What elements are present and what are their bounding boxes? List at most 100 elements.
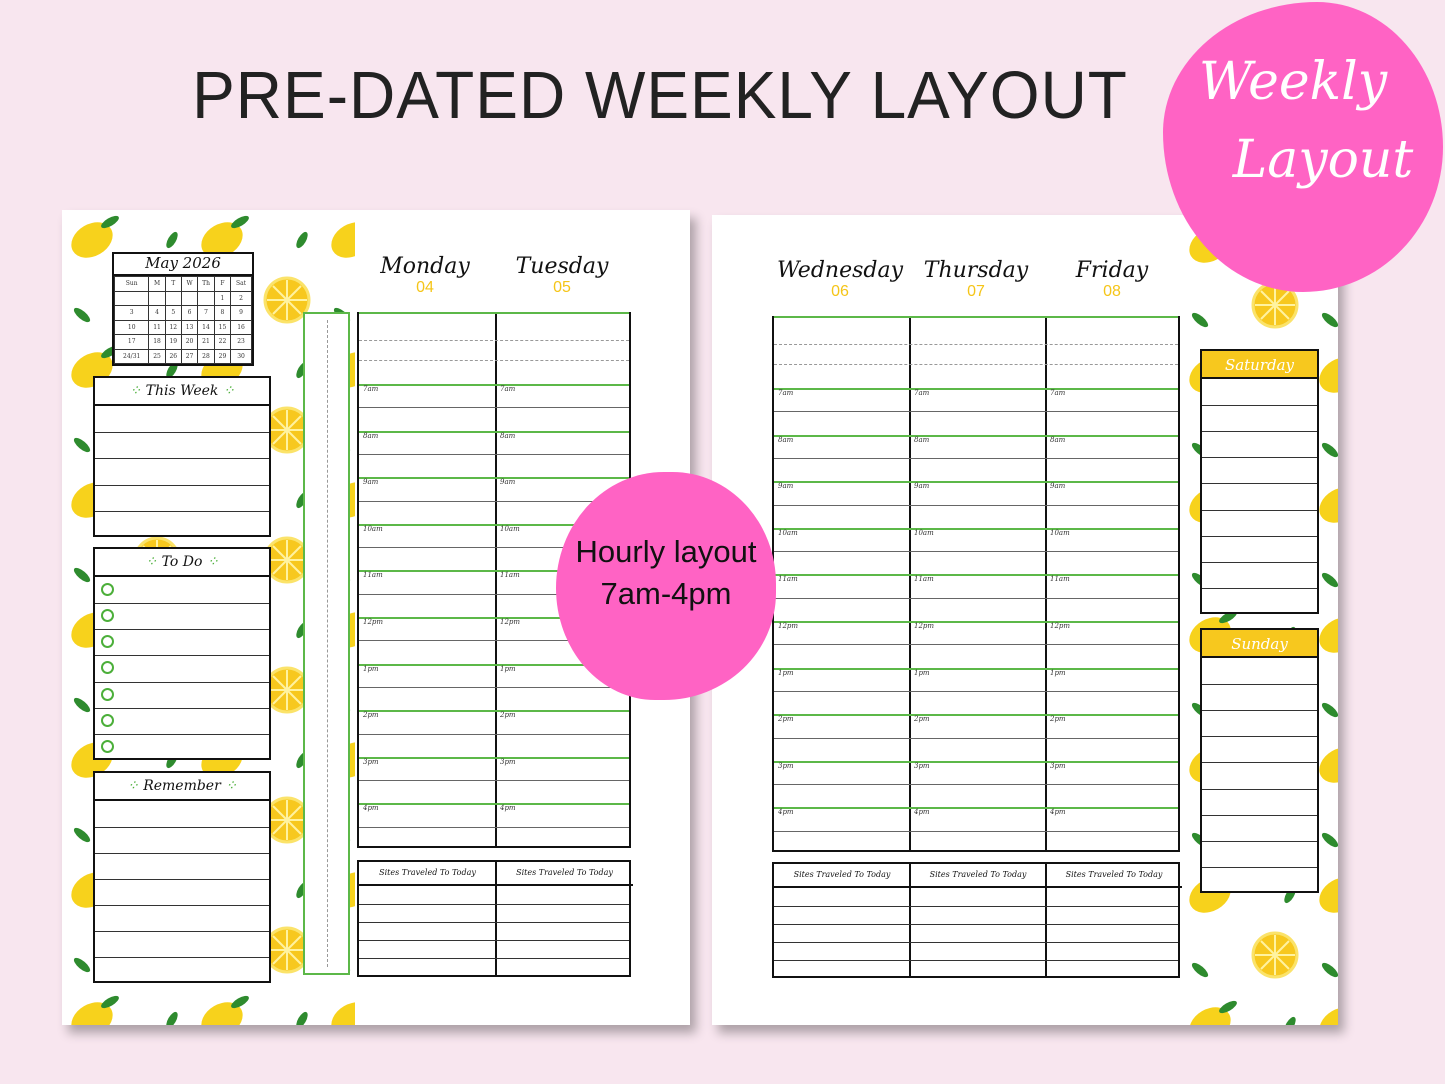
half-hour-line <box>359 593 629 595</box>
badge-center-line1: Hourly layout <box>575 534 757 569</box>
day-header: Wednesday 06 <box>772 258 908 301</box>
todo-checkbox[interactable] <box>101 583 114 596</box>
calendar-day: 10 <box>113 319 150 335</box>
hour-label: 3pm <box>778 761 794 770</box>
sites-traveled-right: Sites Traveled To Today Sites Traveled To… <box>772 862 1182 978</box>
ruled-line <box>774 906 1178 907</box>
calendar-day <box>180 290 199 306</box>
hour-label: 4pm <box>778 808 794 817</box>
todo-checkbox[interactable] <box>101 661 114 675</box>
badge-text-line2: Layout <box>1232 130 1414 190</box>
hour-label: 7am <box>500 385 516 393</box>
hour-line <box>359 710 629 713</box>
ruled-line <box>359 940 629 941</box>
hour-label: 11am <box>1050 575 1070 584</box>
day-header: Monday 04 <box>357 254 493 297</box>
half-hour-line <box>359 826 629 828</box>
hour-label: 7am <box>914 389 930 397</box>
ruled-line <box>1202 509 1317 511</box>
ruled-line <box>95 707 269 709</box>
page-title: PRE-DATED WEEKLY LAYOUT <box>192 57 1128 133</box>
todo-checkbox[interactable] <box>101 635 114 649</box>
hour-line <box>359 384 629 386</box>
calendar-day <box>113 290 150 306</box>
ruled-line <box>1202 457 1317 459</box>
hour-label: 12pm <box>914 622 935 630</box>
ruled-line <box>95 432 269 434</box>
column-divider <box>1045 318 1047 850</box>
weekday-row: Sun M T W Th F Sat <box>113 276 252 292</box>
ruled-line <box>1202 561 1317 563</box>
calendar-day: 25 <box>148 348 166 364</box>
ruled-line <box>95 603 269 605</box>
calendar-day: 14 <box>197 319 215 335</box>
todo-checkbox[interactable] <box>101 609 114 623</box>
half-hour-line <box>774 690 1178 692</box>
ruled-line <box>1202 866 1317 868</box>
hour-label: 8am <box>914 435 930 444</box>
calendar-day: 24/31 <box>113 348 150 364</box>
calendar-day: 21 <box>197 334 215 350</box>
dashed-line <box>774 344 1178 345</box>
hour-label: 1pm <box>363 664 379 673</box>
ruled-line <box>1202 587 1317 589</box>
todo-checkbox[interactable] <box>101 713 114 727</box>
hour-label: 11am <box>363 571 383 580</box>
weekday-label: Th <box>197 276 215 292</box>
saturday-box: Saturday <box>1200 349 1319 614</box>
dashed-line <box>774 364 1178 365</box>
ruled-line <box>1202 840 1317 842</box>
day-date: 08 <box>1103 283 1121 300</box>
hour-label: 9am <box>363 478 379 487</box>
day-header: Tuesday 05 <box>494 254 630 297</box>
ruled-line <box>95 827 269 828</box>
ruled-line <box>95 905 269 906</box>
hour-label: 2pm <box>363 711 379 720</box>
hour-label: 12pm <box>363 618 384 626</box>
calendar-day: 7 <box>197 305 215 321</box>
hour-label: 10am <box>500 524 520 533</box>
hour-label: 1pm <box>500 664 516 673</box>
sunday-heading: Sunday <box>1202 630 1317 658</box>
ruled-line <box>1202 483 1317 485</box>
remember-box: ⁘ Remember ⁘ <box>93 771 271 983</box>
half-hour-line <box>774 784 1178 786</box>
day-name: Tuesday <box>515 254 609 279</box>
sites-traveled-left: Sites Traveled To Today Sites Traveled To… <box>357 860 633 977</box>
hour-label: 11am <box>778 575 798 584</box>
hour-label: 8am <box>363 431 379 440</box>
hour-line <box>774 714 1178 717</box>
ruled-line <box>95 931 269 932</box>
half-hour-line <box>359 686 629 688</box>
todo-checkbox[interactable] <box>101 739 114 753</box>
hour-line <box>774 434 1178 437</box>
hour-line <box>774 807 1178 810</box>
calendar-day: 4 <box>148 305 166 321</box>
hour-label: 9am <box>914 482 930 491</box>
todo-checkbox[interactable] <box>101 687 114 701</box>
calendar-day: 12 <box>164 319 182 335</box>
day-date: 07 <box>967 283 985 300</box>
hour-label: 10am <box>1050 528 1070 537</box>
hour-label: 2pm <box>500 711 516 720</box>
hour-label: 10am <box>778 528 798 537</box>
half-hour-line <box>774 411 1178 413</box>
vertical-notes-strip <box>303 312 350 975</box>
half-hour-line <box>359 780 629 782</box>
hour-label: 2pm <box>778 715 794 724</box>
hour-label: 12pm <box>500 618 521 626</box>
hour-label: 7am <box>363 385 379 393</box>
ruled-line <box>1202 431 1317 433</box>
hour-label: 1pm <box>914 668 930 677</box>
half-hour-line <box>359 640 629 642</box>
top-border <box>359 312 629 314</box>
ruled-line <box>95 733 269 735</box>
day-date: 05 <box>553 279 571 296</box>
weekday-label: M <box>148 276 166 292</box>
calendar-day <box>164 290 182 306</box>
column-divider <box>495 314 497 846</box>
sunday-box: Sunday <box>1200 628 1319 893</box>
hour-line <box>359 570 629 573</box>
day-name: Monday <box>380 254 470 279</box>
